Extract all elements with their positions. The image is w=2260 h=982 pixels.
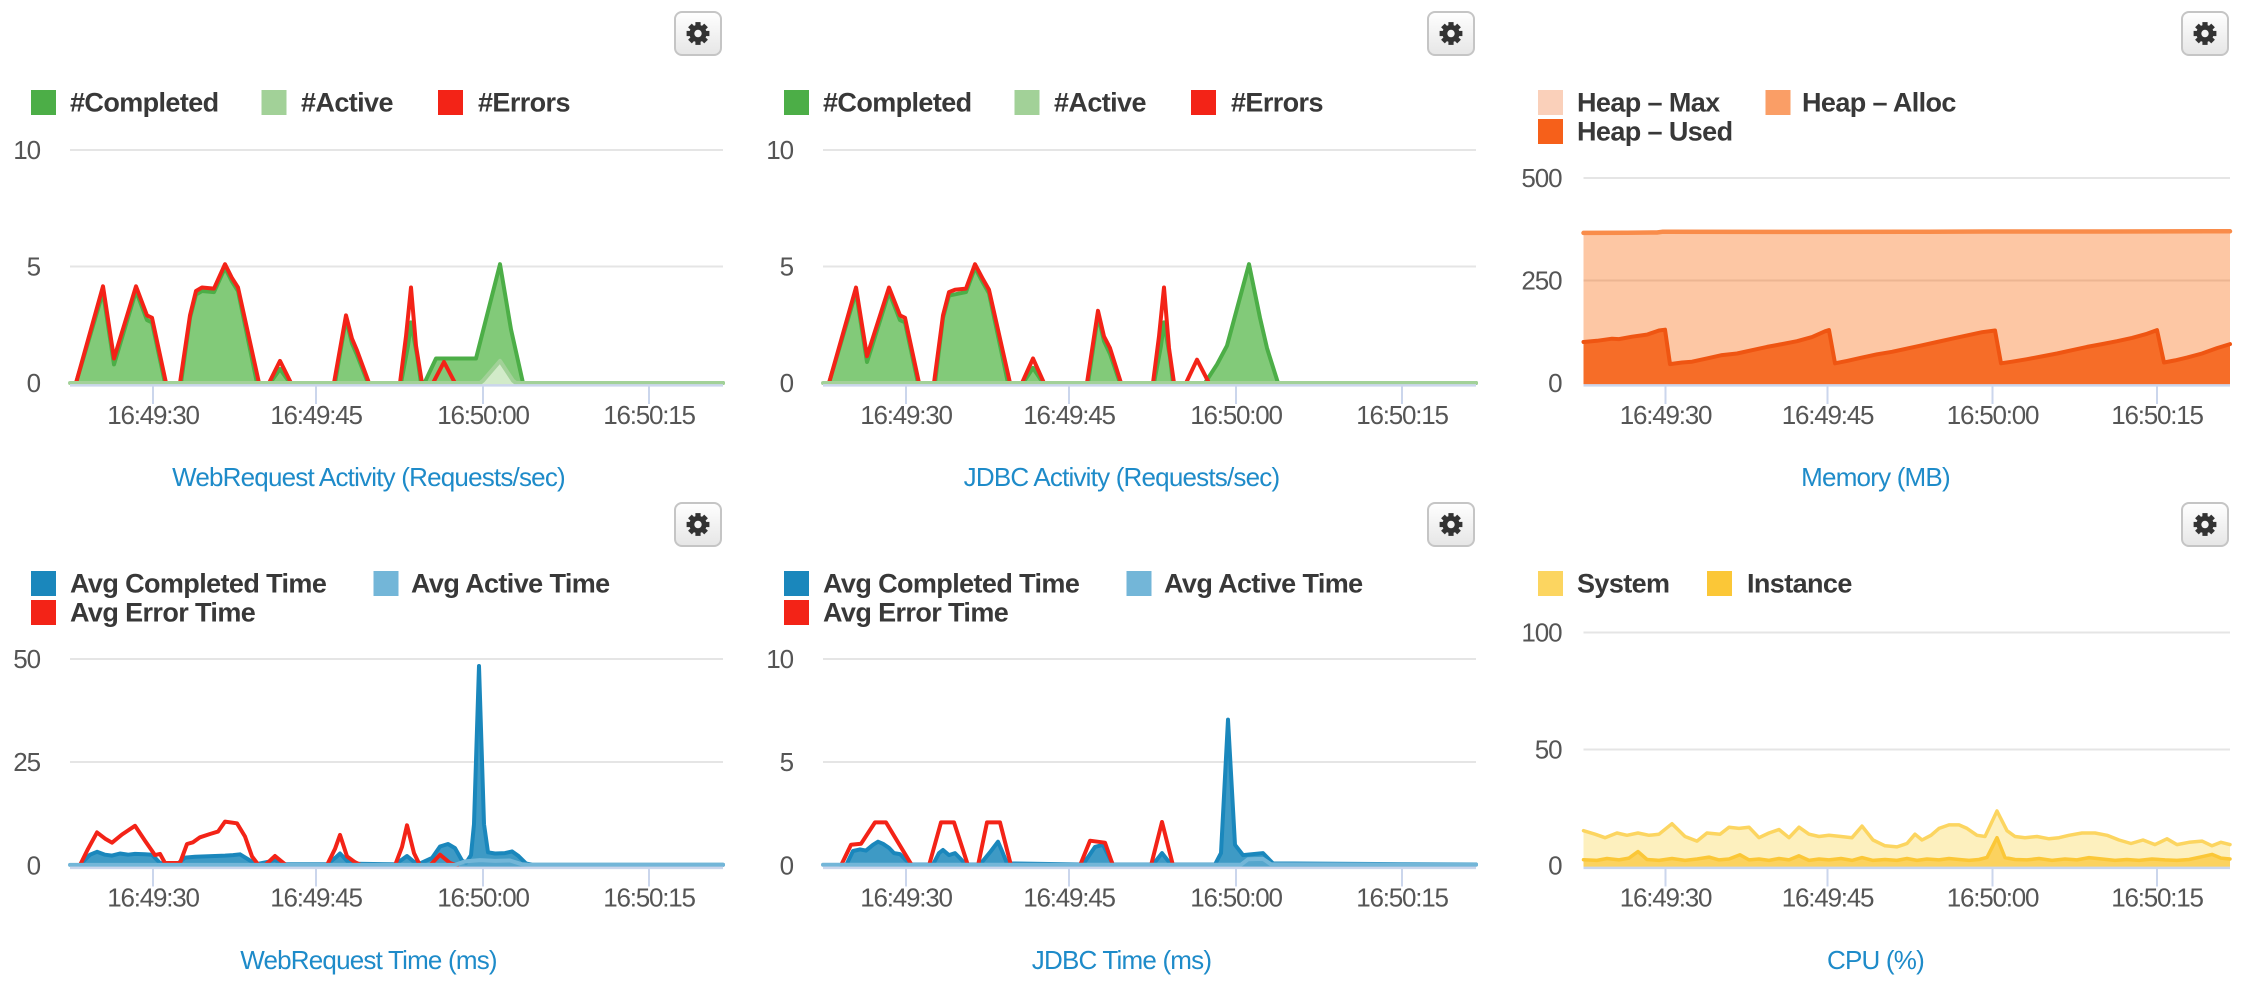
svg-text:0: 0 — [1548, 368, 1562, 398]
svg-text:0: 0 — [780, 851, 794, 881]
svg-text:0: 0 — [780, 368, 794, 398]
svg-text:#Active: #Active — [301, 88, 393, 118]
svg-text:10: 10 — [13, 135, 40, 165]
svg-text:JDBC Time (ms): JDBC Time (ms) — [1032, 945, 1212, 975]
svg-text:#Active: #Active — [1054, 88, 1146, 118]
svg-text:16:49:45: 16:49:45 — [270, 400, 362, 430]
svg-text:16:50:15: 16:50:15 — [603, 883, 695, 913]
svg-text:WebRequest Activity (Requests/: WebRequest Activity (Requests/sec) — [172, 462, 565, 492]
svg-text:#Errors: #Errors — [1231, 88, 1323, 118]
svg-text:0: 0 — [27, 851, 41, 881]
svg-text:Avg Completed Time: Avg Completed Time — [70, 569, 327, 599]
svg-text:#Completed: #Completed — [70, 88, 219, 118]
svg-text:Instance: Instance — [1747, 569, 1852, 599]
svg-text:JDBC Activity (Requests/sec): JDBC Activity (Requests/sec) — [964, 462, 1280, 492]
svg-text:16:50:15: 16:50:15 — [2111, 400, 2203, 430]
svg-text:5: 5 — [27, 252, 41, 282]
svg-text:25: 25 — [13, 747, 40, 777]
svg-text:16:50:15: 16:50:15 — [2111, 883, 2203, 913]
svg-text:16:50:00: 16:50:00 — [1946, 883, 2038, 913]
svg-text:16:50:15: 16:50:15 — [1357, 883, 1449, 913]
svg-text:Avg Active Time: Avg Active Time — [411, 569, 610, 599]
svg-text:#Completed: #Completed — [823, 88, 972, 118]
svg-text:WebRequest Time (ms): WebRequest Time (ms) — [240, 945, 497, 975]
svg-text:0: 0 — [1548, 851, 1562, 881]
svg-text:16:50:15: 16:50:15 — [1357, 400, 1449, 430]
svg-text:Memory (MB): Memory (MB) — [1801, 462, 1950, 492]
svg-text:5: 5 — [780, 252, 794, 282]
svg-text:16:50:00: 16:50:00 — [1946, 400, 2038, 430]
svg-text:16:49:45: 16:49:45 — [1781, 400, 1873, 430]
svg-text:16:49:45: 16:49:45 — [1024, 883, 1116, 913]
svg-text:16:49:30: 16:49:30 — [107, 400, 199, 430]
svg-text:CPU (%): CPU (%) — [1827, 945, 1924, 975]
svg-text:5: 5 — [780, 747, 794, 777]
svg-text:16:49:30: 16:49:30 — [1619, 883, 1711, 913]
svg-text:50: 50 — [1534, 735, 1561, 765]
svg-text:Avg Completed Time: Avg Completed Time — [823, 569, 1080, 599]
svg-text:16:49:30: 16:49:30 — [861, 883, 953, 913]
svg-text:16:50:00: 16:50:00 — [1191, 883, 1283, 913]
svg-text:100: 100 — [1521, 618, 1562, 648]
svg-text:16:49:45: 16:49:45 — [270, 883, 362, 913]
svg-text:Heap – Used: Heap – Used — [1577, 117, 1732, 147]
svg-text:Avg Error Time: Avg Error Time — [70, 598, 256, 628]
svg-text:16:49:30: 16:49:30 — [1619, 400, 1711, 430]
svg-text:16:50:00: 16:50:00 — [437, 883, 529, 913]
svg-text:0: 0 — [27, 368, 41, 398]
svg-text:16:49:45: 16:49:45 — [1781, 883, 1873, 913]
svg-text:16:50:15: 16:50:15 — [603, 400, 695, 430]
svg-text:System: System — [1577, 569, 1669, 599]
svg-text:16:49:30: 16:49:30 — [861, 400, 953, 430]
svg-text:10: 10 — [767, 644, 794, 674]
svg-text:50: 50 — [13, 644, 40, 674]
svg-text:#Errors: #Errors — [478, 88, 570, 118]
svg-text:16:49:30: 16:49:30 — [107, 883, 199, 913]
svg-text:Avg Active Time: Avg Active Time — [1164, 569, 1363, 599]
svg-text:Avg Error Time: Avg Error Time — [823, 598, 1009, 628]
svg-text:10: 10 — [767, 135, 794, 165]
svg-text:Heap – Max: Heap – Max — [1577, 88, 1720, 118]
svg-text:16:50:00: 16:50:00 — [437, 400, 529, 430]
svg-text:500: 500 — [1521, 163, 1562, 193]
svg-text:Heap – Alloc: Heap – Alloc — [1802, 88, 1956, 118]
svg-text:16:50:00: 16:50:00 — [1191, 400, 1283, 430]
svg-text:16:49:45: 16:49:45 — [1024, 400, 1116, 430]
svg-text:250: 250 — [1521, 266, 1562, 296]
